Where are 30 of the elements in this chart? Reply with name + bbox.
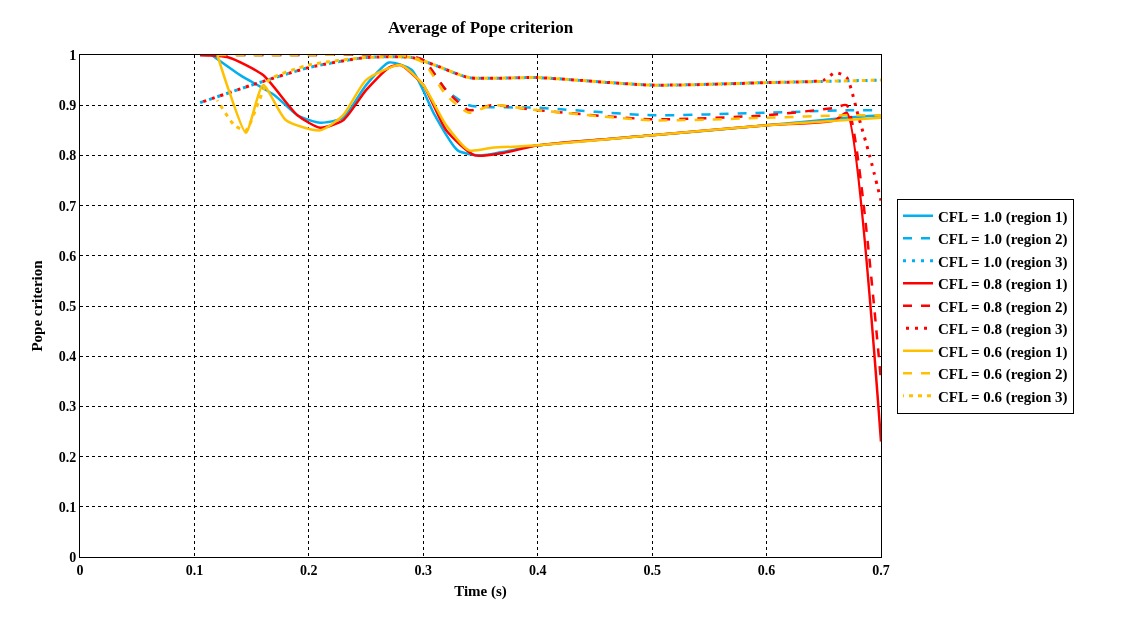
legend-label: CFL = 1.0 (region 2) bbox=[938, 231, 1068, 249]
y-axis-title: Pope criterion bbox=[28, 259, 45, 352]
legend-label: CFL = 0.8 (region 1) bbox=[938, 276, 1068, 294]
legend-label: CFL = 0.8 (region 2) bbox=[938, 298, 1068, 316]
y-tick-label: 0.3 bbox=[58, 399, 77, 415]
legend-label: CFL = 0.6 (region 3) bbox=[938, 388, 1068, 406]
x-tick-label: 0.6 bbox=[757, 562, 776, 578]
x-tick-label: 0.1 bbox=[185, 562, 204, 578]
y-tick-label: 0.7 bbox=[58, 198, 77, 214]
legend-label: CFL = 1.0 (region 3) bbox=[938, 253, 1068, 271]
y-tick-label: 0.8 bbox=[58, 148, 77, 164]
y-tick-label: 1 bbox=[69, 47, 77, 63]
y-tick-label: 0 bbox=[69, 549, 77, 565]
y-tick-label: 0.9 bbox=[58, 98, 77, 114]
y-tick-label: 0.1 bbox=[58, 499, 77, 515]
x-tick-label: 0.4 bbox=[528, 562, 547, 578]
x-axis-title: Time (s) bbox=[454, 582, 507, 600]
legend-label: CFL = 0.6 (region 1) bbox=[938, 343, 1068, 361]
x-tick-label: 0.2 bbox=[300, 562, 318, 578]
y-tick-label: 0.2 bbox=[58, 449, 77, 465]
y-tick-label: 0.5 bbox=[58, 298, 77, 314]
x-tick-label: 0.7 bbox=[872, 562, 890, 578]
y-tick-label: 0.6 bbox=[58, 248, 77, 264]
legend-label: CFL = 0.6 (region 2) bbox=[938, 366, 1068, 384]
x-tick-label: 0.3 bbox=[414, 562, 433, 578]
legend-label: CFL = 0.8 (region 3) bbox=[938, 321, 1068, 339]
legend-label: CFL = 1.0 (region 1) bbox=[938, 208, 1068, 226]
y-tick-label: 0.4 bbox=[58, 349, 77, 365]
chart-title: Average of Pope criterion bbox=[387, 18, 574, 38]
x-tick-label: 0.5 bbox=[643, 562, 661, 578]
